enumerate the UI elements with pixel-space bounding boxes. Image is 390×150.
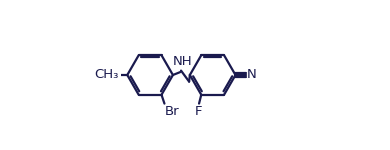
- Text: CH₃: CH₃: [94, 69, 119, 81]
- Text: Br: Br: [165, 105, 180, 118]
- Text: NH: NH: [173, 55, 192, 68]
- Text: N: N: [247, 69, 257, 81]
- Text: F: F: [195, 105, 202, 118]
